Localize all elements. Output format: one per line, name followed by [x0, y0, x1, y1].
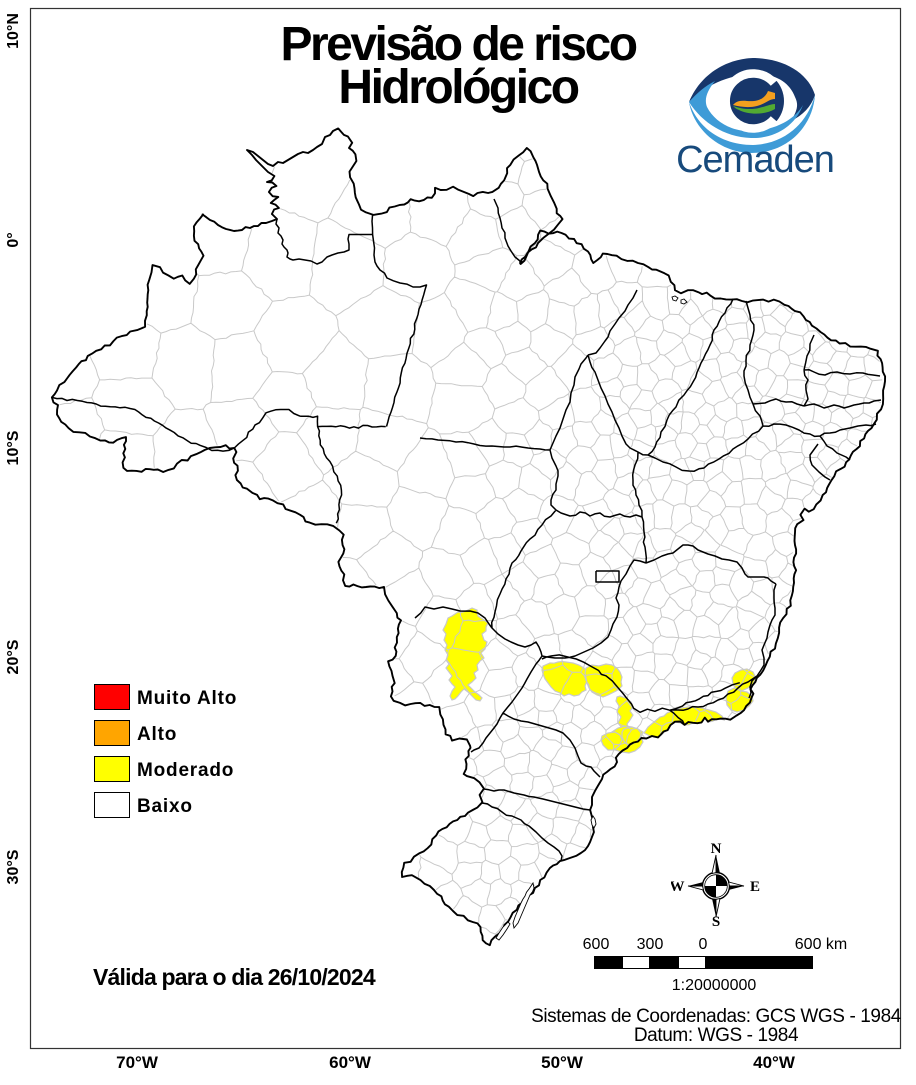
svg-text:W: W [671, 879, 685, 895]
svg-text:E: E [750, 879, 760, 895]
svg-text:N: N [711, 841, 722, 857]
svg-text:S: S [712, 914, 720, 930]
